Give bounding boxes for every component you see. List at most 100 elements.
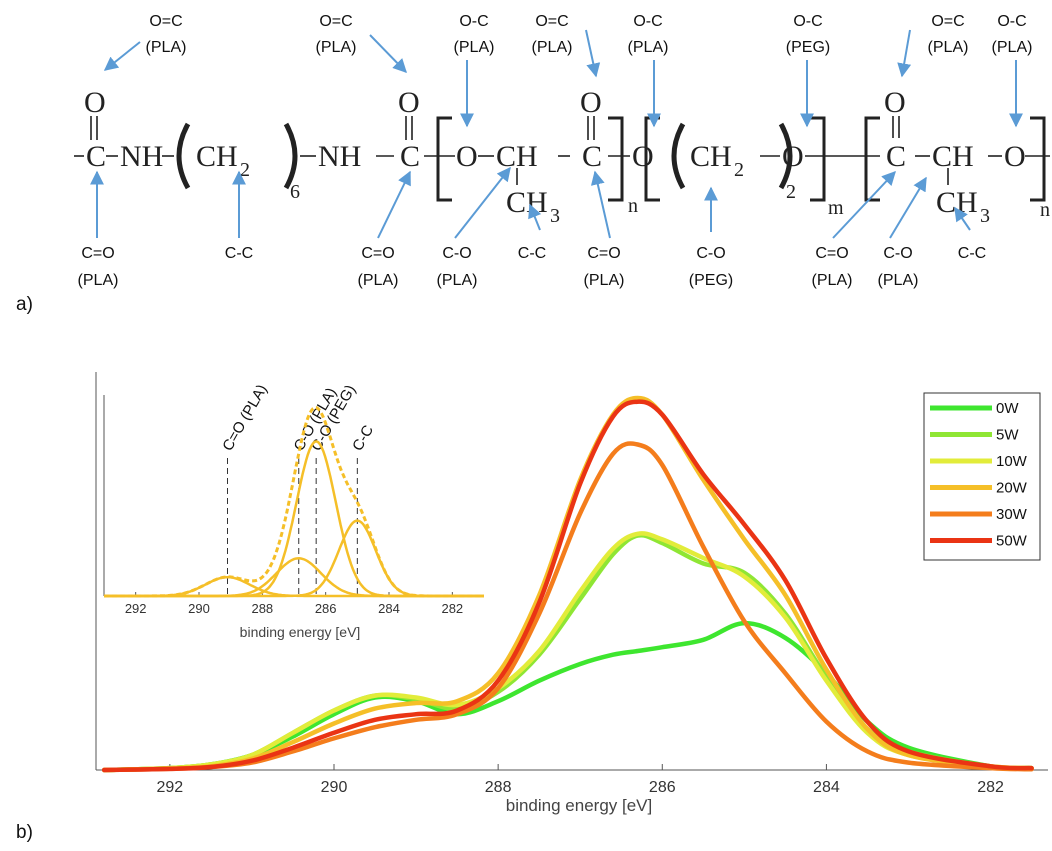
atom-subscript: 3 [550, 205, 560, 227]
bond-annotation: (PLA) [878, 272, 919, 289]
atom-carbon: C [582, 140, 602, 173]
series-line-30W [101, 441, 1034, 773]
atom-oxygen: O [580, 86, 602, 119]
bond-annotation: C=O [815, 245, 848, 262]
atom-ch: CH [496, 140, 538, 173]
bond-annotation: C-O [442, 245, 471, 262]
legend-label: 5W [996, 427, 1019, 444]
atom-carbon: C [86, 140, 106, 173]
inset-x-tick-label: 282 [441, 601, 463, 616]
bond-annotation: O=C [319, 13, 352, 30]
bond-annotation: C-C [225, 245, 253, 262]
atom-oxygen: O [84, 86, 106, 119]
chemical-structure: a) [16, 13, 1050, 315]
atom-ch2: CH [196, 140, 238, 173]
bond-annotation: C=O [361, 245, 394, 262]
bond-annotation: O-C [459, 13, 488, 30]
main-x-tick-label: 282 [977, 779, 1004, 796]
bond-annotation: (PLA) [316, 39, 357, 56]
legend-label: 0W [996, 400, 1019, 417]
atom-ch: CH [932, 140, 974, 173]
main-x-tick-label: 286 [649, 779, 676, 796]
bond-annotation: (PLA) [584, 272, 625, 289]
bond-annotation: C-O [696, 245, 725, 262]
inset-background [104, 390, 486, 595]
atom-oxygen: O [1004, 140, 1026, 173]
series-line-50W [101, 399, 1034, 773]
xps-inset-chart: 292 290 288 286 284 282 C=O (PLA) C-O (PLA)C-O… [103, 382, 486, 640]
atom-subscript: 6 [290, 181, 300, 203]
atom-nh: NH [318, 140, 361, 173]
legend-label: 30W [996, 506, 1028, 523]
inset-x-tick-label: 286 [315, 601, 337, 616]
bottom-annotations: C=O (PLA) C-C C=O (PLA) C-O (PLA) C-C C=… [78, 245, 987, 289]
bond-annotation: (PLA) [454, 39, 495, 56]
bond-annotation: (PLA) [358, 272, 399, 289]
legend-label: 50W [996, 533, 1028, 550]
panel-label-a: a) [16, 294, 33, 315]
atom-oxygen: O [632, 140, 654, 173]
main-x-axis-label: binding energy [eV] [506, 796, 653, 815]
bond-annotation: O-C [633, 13, 662, 30]
structure-atoms: C O NH CH 2 6 NH C O O CH C O CH 3 n O C… [84, 86, 1050, 227]
inset-x-tick-label: 284 [378, 601, 400, 616]
atom-subscript: n [628, 195, 638, 217]
bond-annotation: (PEG) [786, 39, 830, 56]
atom-subscript: 2 [240, 159, 250, 181]
main-x-tick-label: 288 [485, 779, 512, 796]
main-x-tick-label: 290 [321, 779, 348, 796]
atom-ch3: CH [936, 186, 978, 219]
legend-label: 20W [996, 480, 1028, 497]
atom-subscript: 2 [734, 159, 744, 181]
bond-annotation: (PLA) [812, 272, 853, 289]
bond-annotation: (PLA) [628, 39, 669, 56]
atom-carbon: C [886, 140, 906, 173]
annotation-arrows [90, 29, 1023, 239]
xps-main-chart: 292 290 288 286 284 282 binding energy [eV] 0… [95, 372, 1048, 815]
main-x-tick-label: 292 [157, 779, 184, 796]
bond-annotation: (PLA) [532, 39, 573, 56]
bond-annotation: (PLA) [146, 39, 187, 56]
bond-annotation: C-C [518, 245, 546, 262]
main-x-tick-label: 284 [813, 779, 840, 796]
inset-x-axis-label: binding energy [eV] [240, 624, 361, 640]
legend-label: 10W [996, 453, 1028, 470]
atom-oxygen: O [884, 86, 906, 119]
bond-annotation: C=O [81, 245, 114, 262]
atom-nh: NH [120, 140, 163, 173]
atom-carbon: C [400, 140, 420, 173]
bond-annotation: O=C [149, 13, 182, 30]
inset-fit-curves [104, 406, 484, 598]
legend-items: 0W 5W 10W 20W 30W 50W [930, 400, 1028, 550]
atom-ch2: CH [690, 140, 732, 173]
series-line-10W [101, 531, 1034, 773]
main-series-group [101, 395, 1034, 773]
inset-x-tick-label: 288 [251, 601, 273, 616]
bond-annotation: O-C [793, 13, 822, 30]
atom-ch3: CH [506, 186, 548, 219]
legend: 0W 5W 10W 20W 30W 50W [923, 392, 1041, 561]
atom-subscript: 3 [980, 205, 990, 227]
legend-box [923, 392, 1041, 561]
inset-x-tick-label: 290 [188, 601, 210, 616]
bond-annotation: O-C [997, 13, 1026, 30]
atom-oxygen: O [456, 140, 478, 173]
bond-annotation: (PLA) [928, 39, 969, 56]
panel-label-b: b) [16, 822, 33, 843]
atom-subscript: n [1040, 199, 1050, 221]
bond-annotation: (PLA) [992, 39, 1033, 56]
top-annotations: O=C (PLA) O=C (PLA) O-C (PLA) O=C (PLA) … [146, 13, 1033, 56]
bond-annotation: (PEG) [689, 272, 733, 289]
bond-annotation: (PLA) [78, 272, 119, 289]
bond-annotation: C=O [587, 245, 620, 262]
main-x-ticks: 292 290 288 286 284 282 [157, 764, 1004, 796]
inset-envelope-curve [104, 406, 484, 598]
atom-subscript: 2 [786, 181, 796, 203]
atom-oxygen: O [398, 86, 420, 119]
inset-x-tick-label: 292 [125, 601, 147, 616]
bond-annotation: (PLA) [437, 272, 478, 289]
atom-subscript: m [828, 197, 844, 219]
bond-annotation: C-C [958, 245, 986, 262]
